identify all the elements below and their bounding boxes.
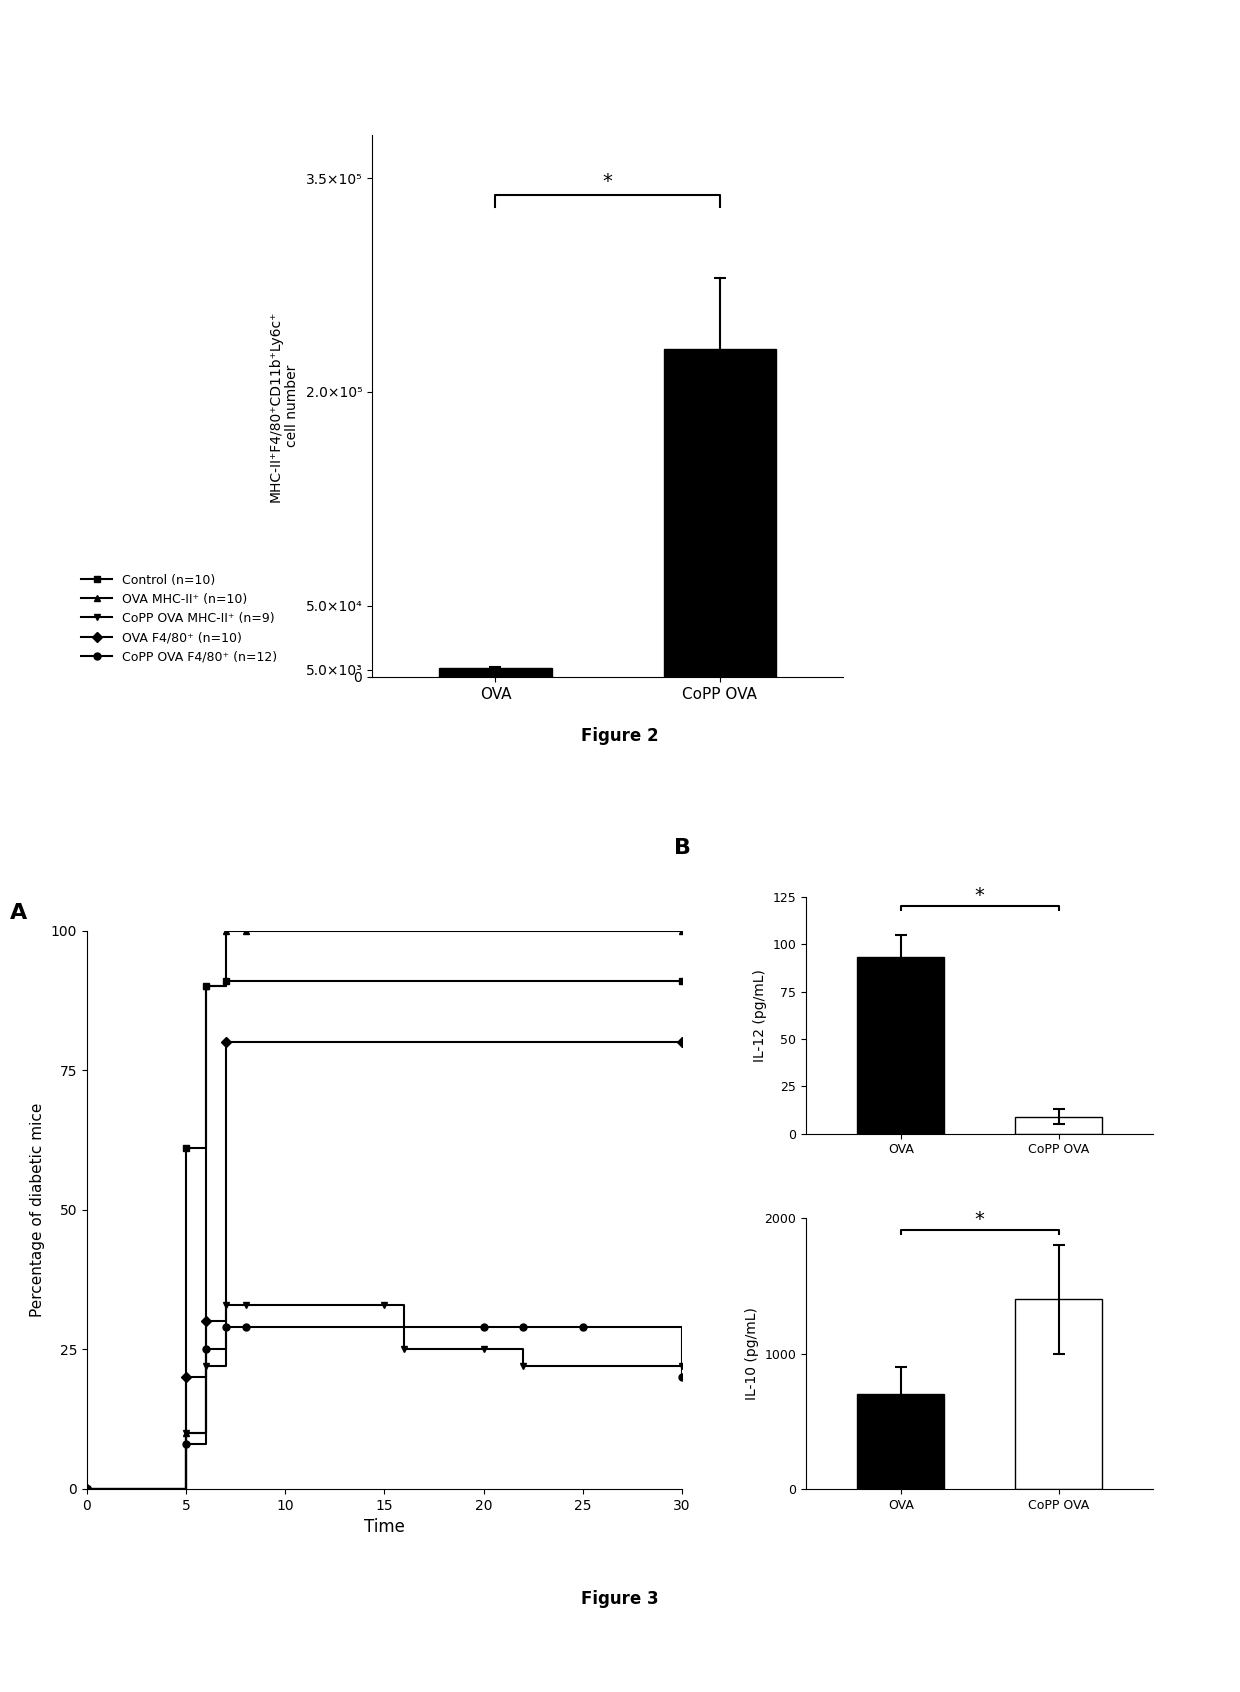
OVA MHC-II⁺ (n=10) xyxy=(218,920,233,941)
Text: A: A xyxy=(10,904,27,924)
CoPP OVA F4/80⁺ (n=12) xyxy=(575,1316,590,1337)
X-axis label: Time: Time xyxy=(365,1518,404,1536)
OVA MHC-II⁺ (n=10) xyxy=(238,920,253,941)
OVA MHC-II⁺ (n=10) xyxy=(79,1479,94,1499)
OVA F4/80⁺ (n=10) xyxy=(79,1479,94,1499)
Bar xyxy=(1016,1117,1102,1134)
OVA MHC-II⁺ (n=10) xyxy=(179,1423,193,1443)
Control (n=10) xyxy=(79,1479,94,1499)
Control (n=10) xyxy=(198,976,213,997)
CoPP OVA MHC-II⁺ (n=9) xyxy=(476,1340,491,1360)
Control (n=10) xyxy=(179,1139,193,1159)
Text: *: * xyxy=(603,173,613,191)
CoPP OVA F4/80⁺ (n=12) xyxy=(238,1316,253,1337)
OVA F4/80⁺ (n=10) xyxy=(675,1032,689,1052)
Bar xyxy=(1016,1299,1102,1489)
CoPP OVA F4/80⁺ (n=12) xyxy=(179,1435,193,1455)
CoPP OVA MHC-II⁺ (n=9) xyxy=(79,1479,94,1499)
Y-axis label: IL-12 (pg/mL): IL-12 (pg/mL) xyxy=(753,970,766,1061)
Text: Figure 3: Figure 3 xyxy=(582,1590,658,1607)
Text: B: B xyxy=(675,838,691,858)
Line: CoPP OVA MHC-II⁺ (n=9): CoPP OVA MHC-II⁺ (n=9) xyxy=(83,1301,686,1492)
Line: OVA F4/80⁺ (n=10): OVA F4/80⁺ (n=10) xyxy=(83,1039,686,1492)
Text: *: * xyxy=(975,1210,985,1228)
OVA F4/80⁺ (n=10) xyxy=(198,1311,213,1332)
Control (n=10) xyxy=(218,971,233,992)
Line: Control (n=10): Control (n=10) xyxy=(83,978,686,1492)
Bar xyxy=(439,668,552,677)
CoPP OVA F4/80⁺ (n=12) xyxy=(516,1316,531,1337)
CoPP OVA MHC-II⁺ (n=9) xyxy=(218,1294,233,1315)
Y-axis label: Percentage of diabetic mice: Percentage of diabetic mice xyxy=(30,1103,45,1316)
CoPP OVA F4/80⁺ (n=12) xyxy=(675,1367,689,1387)
CoPP OVA F4/80⁺ (n=12) xyxy=(218,1316,233,1337)
OVA MHC-II⁺ (n=10) xyxy=(198,976,213,997)
Control (n=10) xyxy=(675,971,689,992)
CoPP OVA MHC-II⁺ (n=9) xyxy=(238,1294,253,1315)
Text: *: * xyxy=(975,887,985,905)
Line: CoPP OVA F4/80⁺ (n=12): CoPP OVA F4/80⁺ (n=12) xyxy=(83,1323,686,1492)
Bar xyxy=(663,349,776,677)
CoPP OVA MHC-II⁺ (n=9) xyxy=(377,1294,392,1315)
Bar xyxy=(857,1394,944,1489)
OVA F4/80⁺ (n=10) xyxy=(218,1032,233,1052)
CoPP OVA F4/80⁺ (n=12) xyxy=(476,1316,491,1337)
CoPP OVA MHC-II⁺ (n=9) xyxy=(179,1423,193,1443)
CoPP OVA MHC-II⁺ (n=9) xyxy=(675,1355,689,1376)
Bar xyxy=(857,958,944,1134)
Line: OVA MHC-II⁺ (n=10): OVA MHC-II⁺ (n=10) xyxy=(83,927,686,1492)
CoPP OVA MHC-II⁺ (n=9) xyxy=(516,1355,531,1376)
Legend: Control (n=10), OVA MHC-II⁺ (n=10), CoPP OVA MHC-II⁺ (n=9), OVA F4/80⁺ (n=10), C: Control (n=10), OVA MHC-II⁺ (n=10), CoPP… xyxy=(81,574,278,663)
Y-axis label: IL-10 (pg/mL): IL-10 (pg/mL) xyxy=(745,1308,759,1399)
Text: Figure 2: Figure 2 xyxy=(582,728,658,744)
CoPP OVA F4/80⁺ (n=12) xyxy=(79,1479,94,1499)
OVA MHC-II⁺ (n=10) xyxy=(675,920,689,941)
Y-axis label: MHC-II⁺F4/80⁺CD11b⁺Ly6c⁺
cell number: MHC-II⁺F4/80⁺CD11b⁺Ly6c⁺ cell number xyxy=(268,310,299,503)
CoPP OVA MHC-II⁺ (n=9) xyxy=(397,1340,412,1360)
CoPP OVA F4/80⁺ (n=12) xyxy=(198,1340,213,1360)
CoPP OVA MHC-II⁺ (n=9) xyxy=(198,1355,213,1376)
OVA F4/80⁺ (n=10) xyxy=(179,1367,193,1387)
